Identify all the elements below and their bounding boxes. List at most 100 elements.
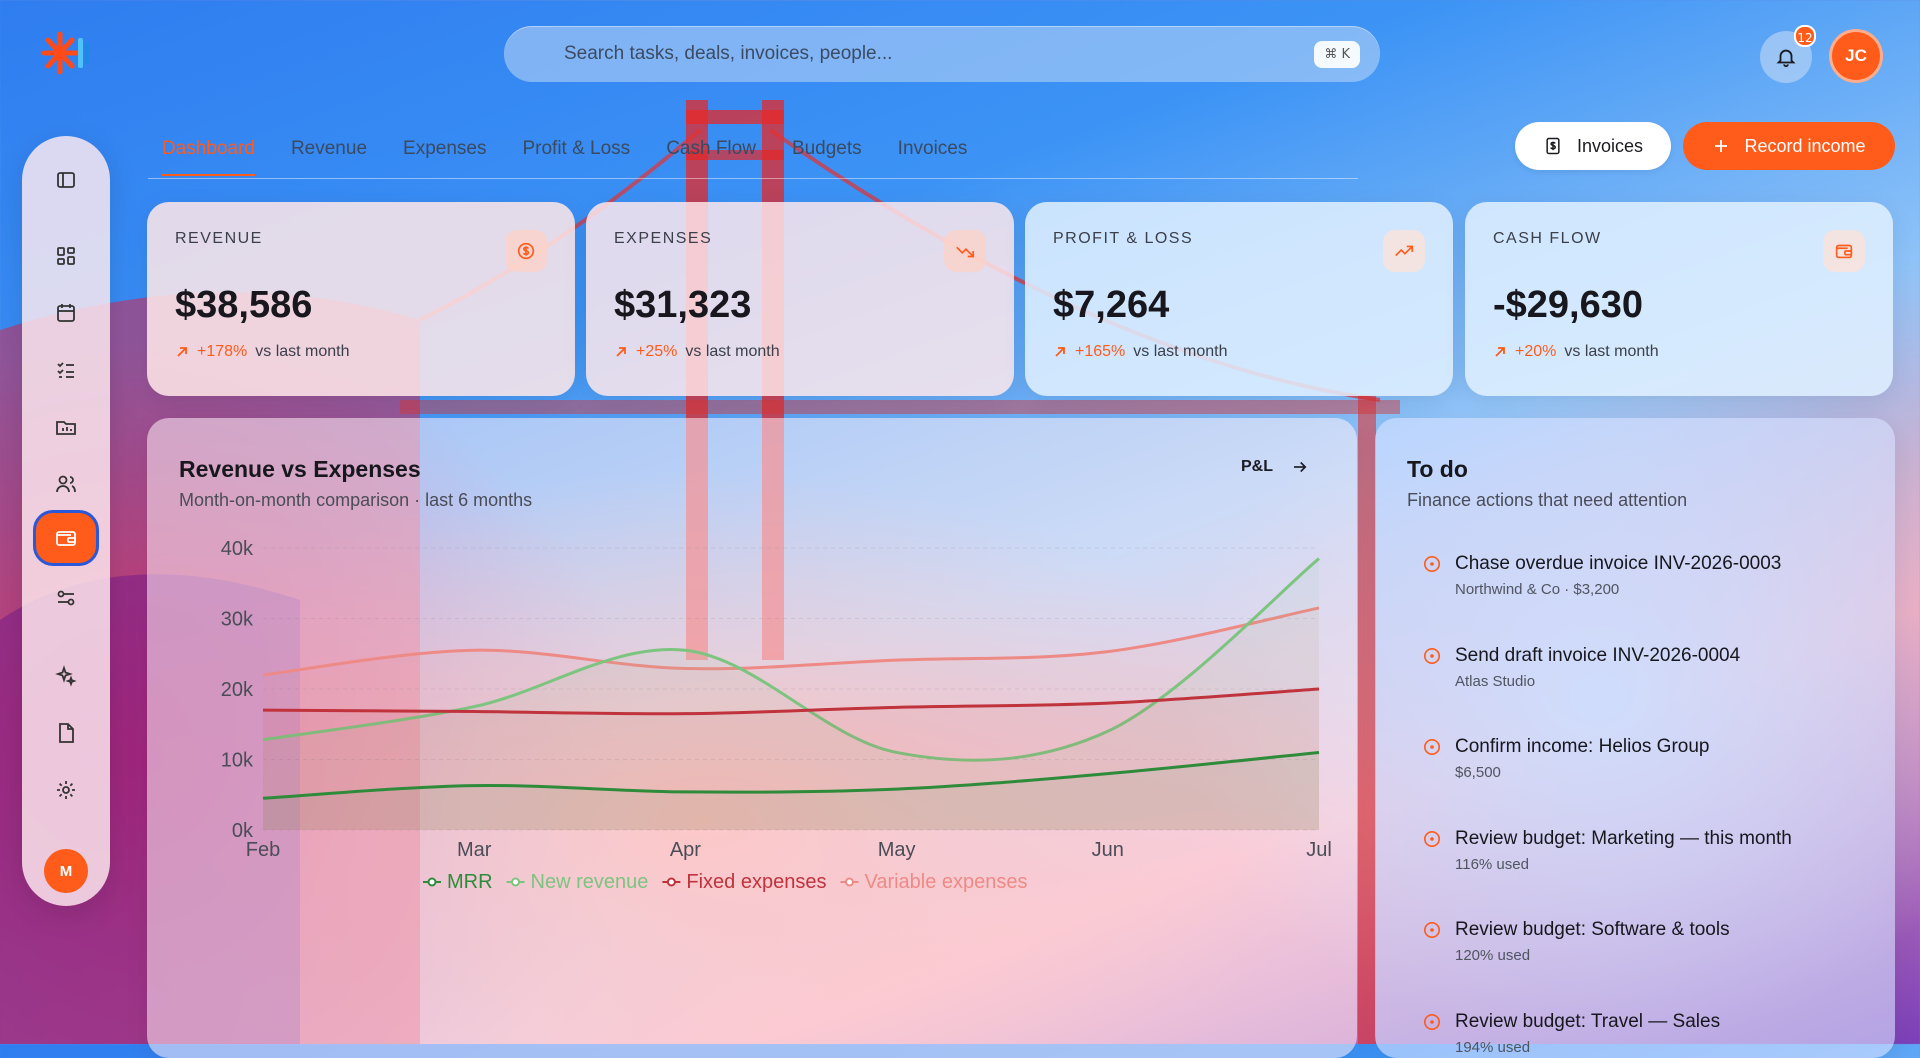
- global-search[interactable]: ⌘ K: [504, 26, 1380, 82]
- todo-item[interactable]: Review budget: Travel — Sales 194% used: [1423, 1011, 1720, 1056]
- series-line-fixed-expenses: [262, 687, 1320, 716]
- legend-label: Fixed expenses: [686, 871, 826, 893]
- sparkles-icon: [55, 665, 77, 687]
- kpi-card-profit-loss[interactable]: PROFIT & LOSS $7,264 +165% vs last month: [1025, 202, 1453, 396]
- invoices-button[interactable]: Invoices: [1515, 122, 1671, 170]
- series-area-mrr: [263, 752, 1319, 830]
- series-area-new-revenue: [263, 558, 1319, 830]
- tab-profit-loss[interactable]: Profit & Loss: [522, 138, 631, 159]
- kpi-delta: +25% vs last month: [614, 343, 986, 361]
- kpi-label: CASH FLOW: [1493, 230, 1602, 247]
- sidebar-item-integrations[interactable]: [44, 576, 88, 620]
- legend-label: MRR: [447, 871, 493, 893]
- status-circle-icon: [1423, 647, 1441, 664]
- sidebar-item-reports[interactable]: [44, 405, 88, 449]
- todo-item-subtitle: 116% used: [1455, 855, 1529, 873]
- todo-item[interactable]: Chase overdue invoice INV-2026-0003 North…: [1423, 553, 1781, 598]
- todo-item[interactable]: Confirm income: Helios Group $6,500: [1423, 736, 1709, 781]
- tab-cash-flow[interactable]: Cash Flow: [666, 138, 756, 159]
- kpi-delta-percent: +165%: [1075, 343, 1126, 360]
- tab-expenses[interactable]: Expenses: [403, 138, 487, 159]
- kpi-card-revenue[interactable]: REVENUE $38,586 +178% vs last month: [147, 202, 575, 396]
- todo-item-subtitle: 194% used: [1455, 1038, 1531, 1056]
- sidebar-item-people[interactable]: [44, 462, 88, 506]
- kpi-label: EXPENSES: [614, 230, 713, 247]
- pl-link[interactable]: P&L: [1241, 458, 1309, 476]
- sidebar-panel-icon: [57, 172, 75, 188]
- tab-revenue[interactable]: Revenue: [290, 138, 368, 159]
- search-shortcut-hint: ⌘ K: [1314, 40, 1360, 68]
- kpi-delta-suffix: vs last month: [1564, 343, 1659, 360]
- gear-icon: [57, 781, 75, 799]
- calendar-icon: [57, 304, 75, 322]
- sidebar-item-tasks[interactable]: [44, 348, 88, 392]
- kpi-card-expenses[interactable]: EXPENSES $31,323 +25% vs last month: [586, 202, 1014, 396]
- todo-title: To do: [1407, 456, 1468, 482]
- sidebar-item-finance[interactable]: [33, 510, 99, 566]
- sidebar: M: [22, 136, 110, 906]
- wallet-icon: [56, 531, 76, 546]
- pl-link-label: P&L: [1241, 458, 1273, 475]
- x-tick-label: Jun: [1092, 839, 1124, 861]
- app-logo: [41, 31, 89, 75]
- tab-dashboard[interactable]: Dashboard: [162, 138, 255, 176]
- todo-item-subtitle: Atlas Studio: [1455, 672, 1536, 690]
- status-circle-icon: [1423, 830, 1441, 847]
- bell-icon: [1776, 49, 1796, 68]
- document-icon: [59, 723, 74, 743]
- status-circle-icon: [1423, 738, 1441, 756]
- tab-invoices[interactable]: Invoices: [897, 138, 968, 159]
- todo-subtitle: Finance actions that need attention: [1407, 490, 1688, 510]
- arrow-up-right-icon: [1495, 347, 1505, 357]
- arrow-up-right-icon: [177, 347, 187, 357]
- y-tick-label: 10k: [221, 750, 254, 772]
- plus-icon: [1715, 140, 1728, 152]
- invoices-button-label: Invoices: [1576, 135, 1644, 156]
- kpi-delta-suffix: vs last month: [685, 343, 780, 360]
- kpi-delta: +178% vs last month: [175, 343, 547, 361]
- search-input[interactable]: [562, 42, 1315, 66]
- legend-label: New revenue: [531, 871, 649, 893]
- revenue-vs-expenses-card: Revenue vs Expenses Month-on-month compa…: [147, 418, 1357, 1058]
- todo-item[interactable]: Send draft invoice INV-2026-0004 Atlas St…: [1423, 645, 1740, 690]
- series-line-variable-expenses: [262, 606, 1320, 677]
- x-tick-label: Mar: [457, 839, 492, 861]
- checklist-icon: [57, 362, 74, 378]
- todo-item-subtitle: 120% used: [1455, 947, 1531, 964]
- todo-item[interactable]: Review budget: Marketing — this month 116…: [1423, 828, 1792, 873]
- sidebar-toggle-button[interactable]: [44, 158, 88, 202]
- x-tick-label: Apr: [670, 839, 701, 861]
- notifications-button[interactable]: 12: [1760, 25, 1816, 83]
- user-avatar[interactable]: JC: [1829, 29, 1883, 83]
- status-circle-icon: [1423, 555, 1441, 573]
- series-area-fixed-expenses: [263, 689, 1319, 830]
- todo-item-title: Confirm income: Helios Group: [1455, 736, 1710, 757]
- kpi-delta-suffix: vs last month: [1133, 343, 1228, 360]
- todo-card: To do Finance actions that need attentio…: [1375, 418, 1895, 1058]
- kpi-delta-percent: +20%: [1515, 343, 1557, 360]
- kpi-delta: +165% vs last month: [1053, 343, 1425, 361]
- sidebar-item-documents[interactable]: [44, 711, 88, 755]
- sidebar-item-calendar[interactable]: [44, 291, 88, 335]
- todo-item-subtitle: $6,500: [1455, 764, 1501, 781]
- record-income-button[interactable]: Record income: [1683, 122, 1895, 170]
- todo-item[interactable]: Review budget: Software & tools 120% used: [1423, 919, 1730, 964]
- folder-chart-icon: [56, 421, 76, 435]
- arrow-up-right-icon: [616, 347, 626, 357]
- kpi-value: $7,264: [1053, 284, 1170, 326]
- tab-bar: Dashboard Revenue Expenses Profit & Loss…: [162, 138, 1003, 176]
- status-circle-icon: [1423, 1013, 1441, 1030]
- kpi-value: $31,323: [614, 284, 752, 326]
- kpi-delta-percent: +25%: [636, 343, 678, 360]
- sidebar-item-dashboard[interactable]: [44, 234, 88, 278]
- kpi-delta: +20% vs last month: [1493, 343, 1865, 361]
- legend-marker: [511, 877, 521, 887]
- dollar-circle-icon: [505, 230, 547, 272]
- sidebar-item-ai[interactable]: [44, 654, 88, 698]
- tab-budgets[interactable]: Budgets: [791, 138, 862, 159]
- sidebar-user-avatar[interactable]: M: [44, 849, 88, 893]
- invoice-icon: [1546, 137, 1560, 155]
- series-area-variable-expenses: [263, 607, 1319, 830]
- kpi-card-cash-flow[interactable]: CASH FLOW -$29,630 +20% vs last month: [1465, 202, 1893, 396]
- sidebar-item-settings[interactable]: [44, 768, 88, 812]
